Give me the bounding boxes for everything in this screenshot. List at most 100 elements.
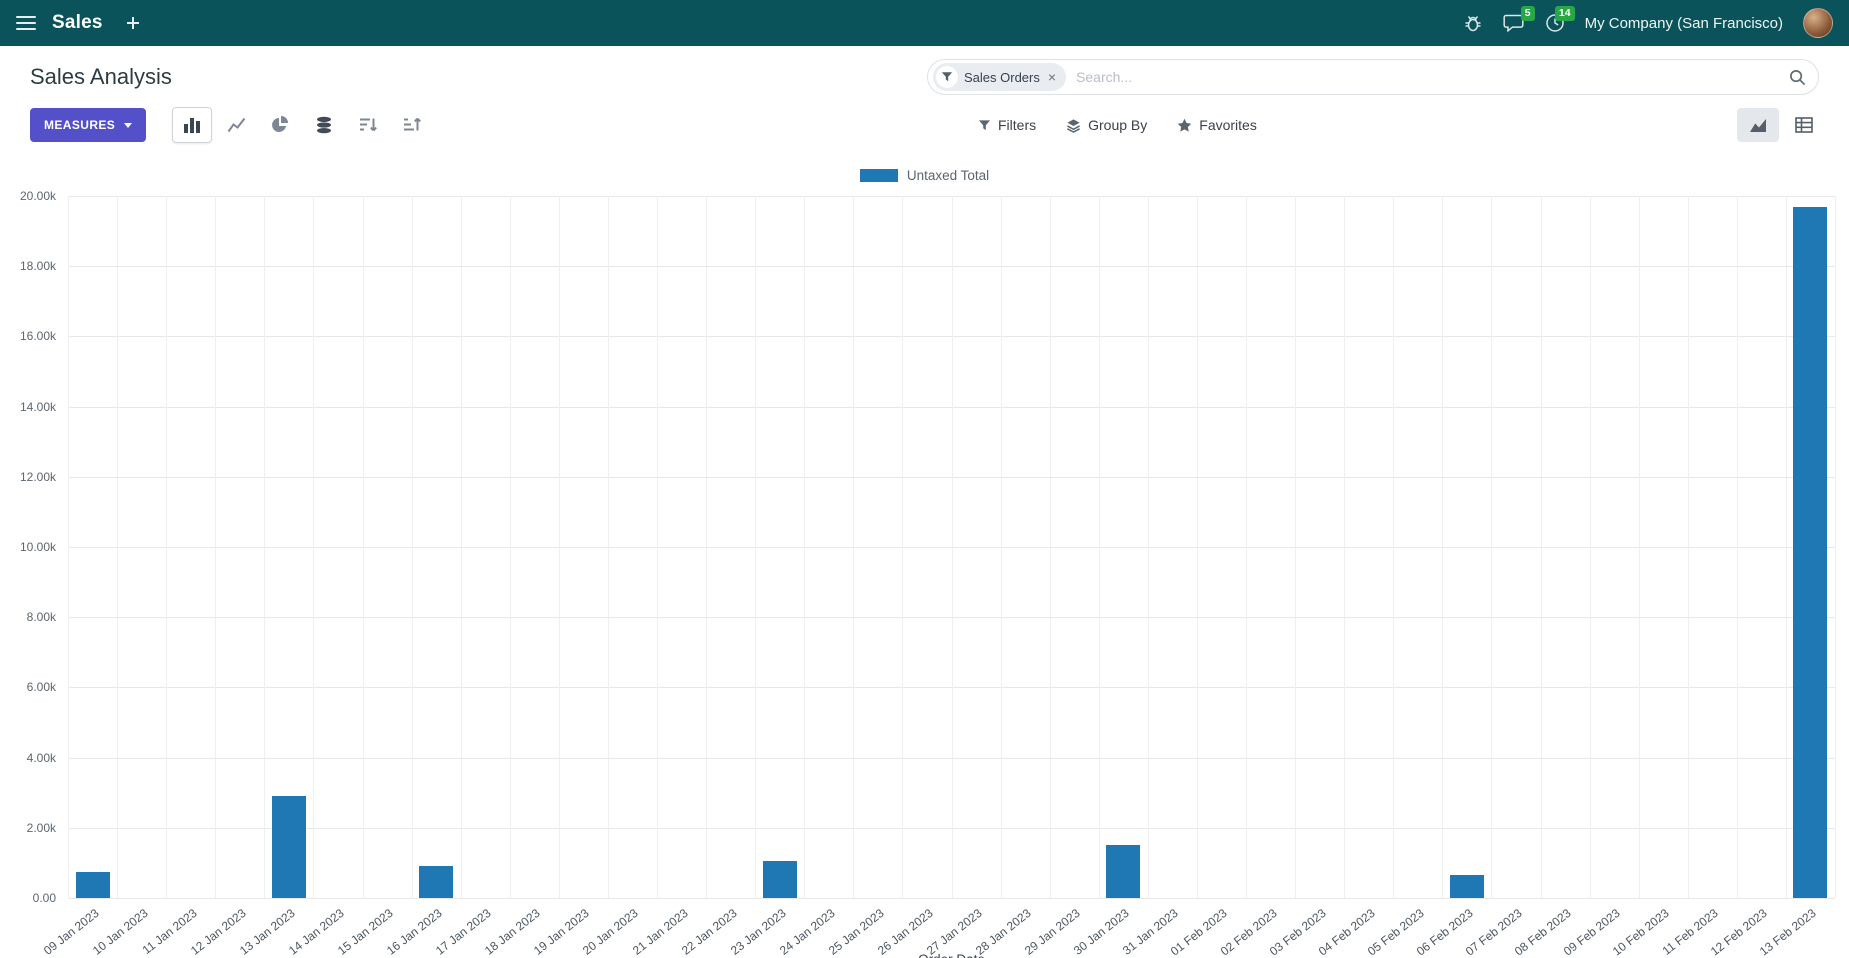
x-gridline [1638,196,1640,898]
x-gridline [411,196,413,898]
x-gridline [166,196,168,898]
control-panel: Sales Analysis Sales Orders × MEASURES [0,46,1849,154]
activities-badge: 14 [1554,6,1575,21]
app-title[interactable]: Sales [52,12,103,33]
graph-view-button[interactable] [1737,108,1779,142]
sort-ascending-button[interactable] [392,107,432,143]
x-gridline [1344,196,1346,898]
x-gridline [1295,196,1297,898]
x-gridline [1000,196,1002,898]
x-gridline [1049,196,1051,898]
page-title: Sales Analysis [30,64,172,89]
facet-remove-icon[interactable]: × [1047,69,1057,85]
x-gridline [1785,196,1787,898]
layers-icon [1066,118,1081,133]
facet-label: Sales Orders [964,69,1040,85]
favorites-button[interactable]: Favorites [1177,117,1257,133]
pivot-view-button[interactable] [1783,108,1825,142]
x-gridline [1589,196,1591,898]
y-tick-label: 18.00k [19,259,56,274]
x-gridline [558,196,560,898]
x-gridline [804,196,806,898]
x-gridline [1393,196,1395,898]
x-gridline [215,196,217,898]
filters-button[interactable]: Filters [978,117,1036,133]
plus-icon[interactable] [125,15,141,31]
group-by-label: Group By [1088,117,1148,133]
debug-bug-icon[interactable] [1463,13,1483,33]
sort-descending-button[interactable] [348,107,388,143]
bar-chart-button[interactable] [172,107,213,143]
x-gridline [657,196,658,898]
chevron-down-icon [124,122,133,128]
x-gridline [853,196,855,898]
x-gridline [1196,196,1198,898]
search-input[interactable] [1066,69,1789,85]
x-gridline [1540,196,1542,898]
y-tick-label: 14.00k [19,399,56,414]
legend-item-untaxed-total[interactable]: Untaxed Total [0,154,1849,183]
y-tick-label: 20.00k [19,189,56,203]
bar[interactable] [1106,845,1141,898]
x-gridline [117,196,119,898]
x-gridline [706,196,708,898]
messages-badge: 5 [1520,6,1535,21]
user-avatar[interactable] [1803,8,1833,38]
x-gridline [1098,196,1100,898]
filters-label: Filters [998,117,1037,133]
x-gridline [607,196,609,898]
activities-clock-icon[interactable]: 14 [1545,6,1575,33]
apps-menu-icon[interactable] [16,16,36,30]
control-panel-top: Sales Analysis Sales Orders × [30,54,1819,100]
x-gridline [1687,196,1689,898]
line-chart-button[interactable] [216,107,256,143]
y-tick-label: 6.00k [26,680,56,695]
y-tick-label: 8.00k [26,610,56,625]
x-gridline [509,196,511,898]
x-gridline [902,196,904,898]
search-facet-sales-orders[interactable]: Sales Orders × [933,63,1067,91]
plot-area [68,196,1836,899]
x-gridline [1835,196,1836,898]
bar[interactable] [1449,875,1484,898]
bar[interactable] [271,796,306,898]
x-gridline [1736,196,1738,898]
systray: 5 14 My Company (San Francisco) [1463,6,1833,38]
top-navbar: Sales 5 14 My Company (San Francisco) [0,0,1849,46]
bar[interactable] [75,871,110,898]
measures-button[interactable]: MEASURES [30,108,147,142]
bar[interactable] [419,866,454,898]
company-switcher[interactable]: My Company (San Francisco) [1584,14,1783,32]
y-gridline [68,898,1835,899]
filter-funnel-icon [978,119,991,132]
control-panel-bottom: MEASURES [30,100,1819,150]
messages-icon[interactable]: 5 [1503,6,1535,33]
y-tick-label: 2.00k [26,820,56,835]
chart-type-group [172,107,432,143]
y-tick-label: 10.00k [19,540,56,554]
x-gridline [362,196,364,898]
y-tick-label: 12.00k [19,469,56,484]
x-gridline [1491,196,1493,898]
group-by-button[interactable]: Group By [1066,117,1147,133]
measures-label: MEASURES [44,118,116,132]
x-axis: 09 Jan 2023 10 Jan 2023 11 Jan 2023 12 Jan … [40,898,1835,958]
y-tick-label: 4.00k [26,750,56,765]
pie-chart-button[interactable] [260,107,300,143]
bar[interactable] [1793,206,1828,898]
y-axis: 0.00 2.00k 4.00k 6.00k 8.00k 10.00k 12.00k 14.0… [0,189,60,905]
x-gridline [68,196,69,898]
x-gridline [755,196,757,898]
filter-cluster: Filters Group By Favorites [978,117,1257,133]
favorites-label: Favorites [1199,117,1257,133]
search-icon[interactable] [1789,69,1806,86]
y-tick-label: 0.00 [32,891,56,905]
x-gridline [313,196,315,898]
bar[interactable] [762,861,797,898]
star-icon [1177,118,1192,132]
search-bar: Sales Orders × [927,59,1819,95]
stacked-toggle-button[interactable] [304,107,344,143]
y-tick-label: 16.00k [19,329,56,344]
legend-label: Untaxed Total [906,168,990,183]
x-gridline [1246,196,1247,898]
